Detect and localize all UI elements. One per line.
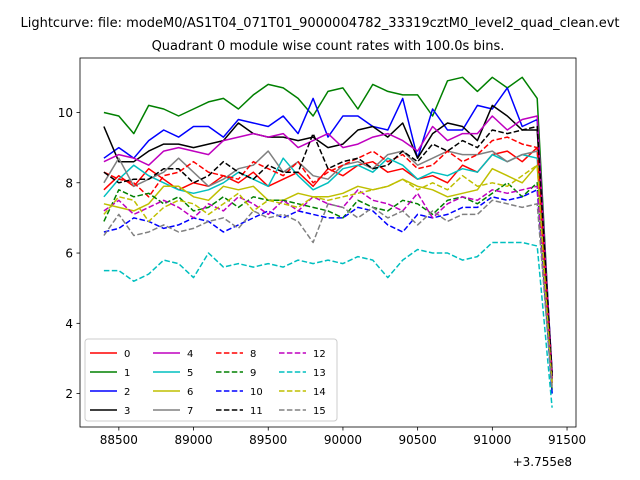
series-line-15 [103,199,553,391]
y-tick-label: 2 [65,387,73,401]
legend-label-9: 9 [250,368,256,379]
legend-label-13: 13 [313,368,326,379]
series-line-7 [103,150,553,387]
series-line-8 [103,136,553,380]
legend-label-2: 2 [124,387,130,398]
series-line-14 [103,164,553,387]
legend-label-12: 12 [313,349,326,360]
series-line-6 [103,164,553,384]
legend-box [84,338,338,422]
series-line-9 [103,182,553,391]
x-axis-offset-label: +3.755e8 [513,455,572,469]
x-tick-label: 91000 [473,433,511,447]
x-tick-label: 90500 [399,433,437,447]
series-line-5 [103,153,553,394]
series-line-12 [103,185,553,384]
chart-title: Quadrant 0 module wise count rates with … [152,39,505,54]
chart-title-file: Lightcurve: file: modeM0/AS1T04_071T01_9… [20,16,619,31]
legend-label-4: 4 [187,349,193,360]
x-tick-label: 89500 [249,433,287,447]
legend-label-15: 15 [313,406,326,417]
series-line-13 [103,241,553,408]
legend-label-10: 10 [250,387,263,398]
legend-label-8: 8 [250,349,256,360]
legend-label-11: 11 [250,406,263,417]
y-tick-label: 6 [65,247,73,261]
x-tick-label: 90000 [324,433,362,447]
y-tick-label: 8 [65,176,73,190]
series-line-11 [103,125,553,377]
x-tick-label: 91500 [548,433,586,447]
y-tick-label: 4 [65,317,73,331]
legend-label-6: 6 [187,387,193,398]
legend-label-1: 1 [124,368,130,379]
series-line-10 [103,189,553,394]
legend-label-14: 14 [313,387,326,398]
x-tick-label: 88500 [100,433,138,447]
series-line-1 [103,76,553,380]
legend-label-7: 7 [187,406,193,417]
legend-label-5: 5 [187,368,193,379]
axes-frame [79,57,577,428]
series-line-2 [103,87,553,373]
x-tick-label: 89000 [174,433,212,447]
series-line-3 [103,104,553,373]
series-line-4 [103,115,553,377]
legend-label-3: 3 [124,406,130,417]
legend-label-0: 0 [124,349,130,360]
y-tick-label: 10 [58,106,73,120]
